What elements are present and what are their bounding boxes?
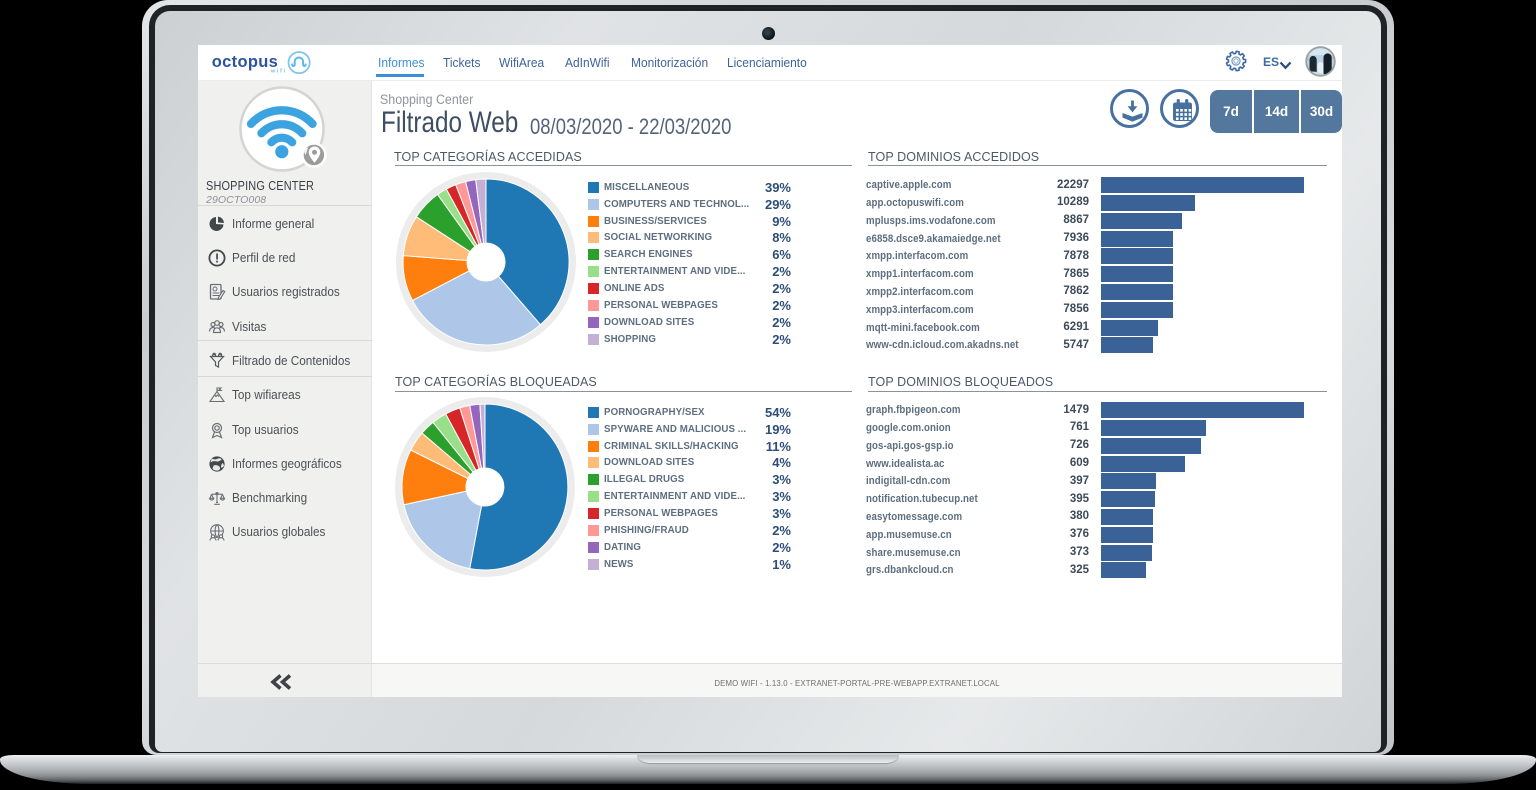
svg-text:wifi: wifi bbox=[270, 69, 287, 75]
svg-text:octopus: octopus bbox=[212, 53, 278, 71]
